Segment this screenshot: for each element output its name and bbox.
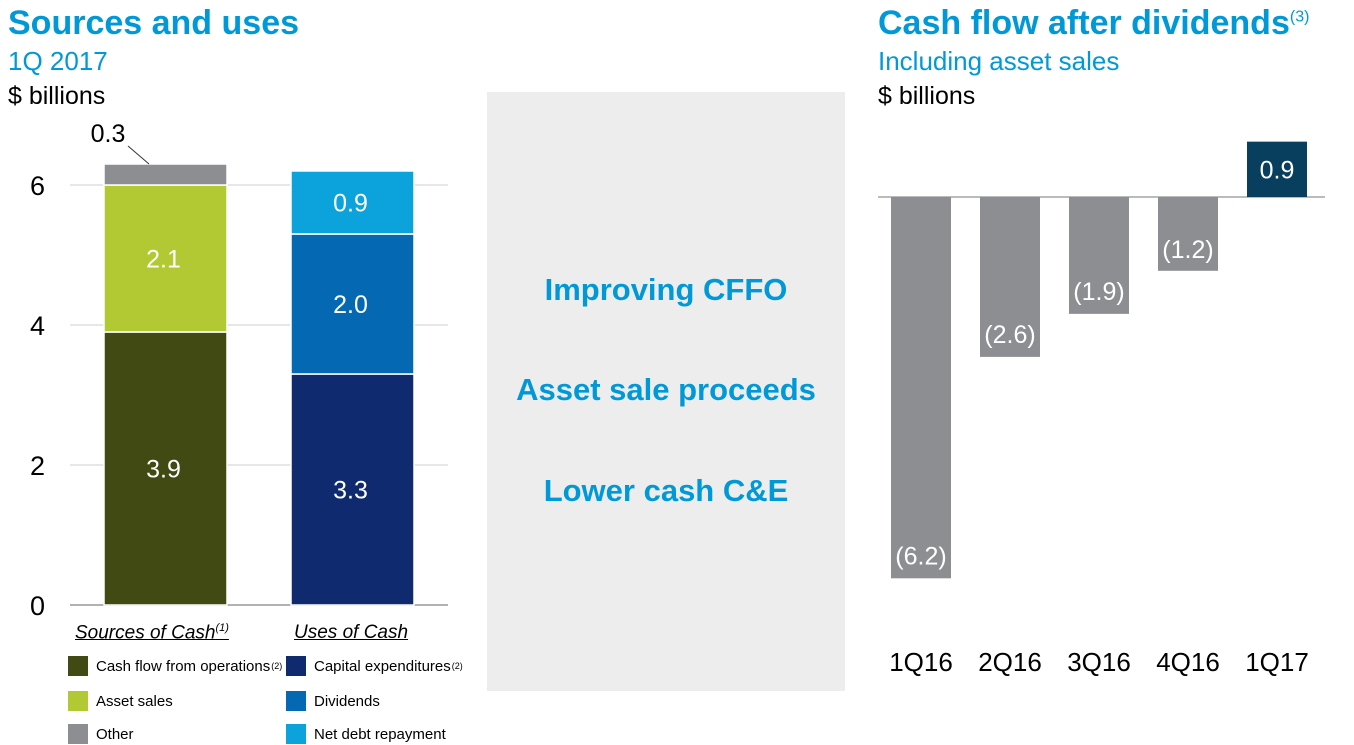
right-chart-units: $ billions: [878, 82, 976, 110]
data-label-cash-flow-from-operations: 3.9: [146, 456, 181, 484]
legend-swatch: [68, 724, 88, 744]
legend-label: Asset sales: [96, 692, 173, 710]
bar-segment-cash-flow-from-operations: [103, 331, 228, 606]
legend-item-other: Other: [68, 724, 134, 744]
legend-label: Cash flow from operations: [96, 657, 271, 675]
right-chart-title: Cash flow after dividends(3): [878, 4, 1309, 43]
right-chart-subtitle: Including asset sales: [878, 46, 1120, 76]
bar-segment-net-debt-repayment: [290, 170, 415, 235]
data-label-4q16: (1.2): [1162, 236, 1213, 264]
data-label-3q16: (1.9): [1073, 278, 1124, 306]
cash-flow-after-dividends-chart: (6.2) 1Q16 (2.6) 2Q16 (1.9) 3Q16 (1.2) 4Q16 0.9 1…: [878, 141, 1325, 677]
legend-swatch: [68, 691, 88, 711]
message-improving-cffo: Improving CFFO: [544, 272, 788, 307]
y-tick-label-0: 0: [30, 591, 45, 620]
data-label-1q17: 0.9: [1260, 156, 1295, 184]
legend-item-asset-sales: Asset sales: [68, 691, 173, 711]
bar-segment-capital-expenditures: [290, 373, 415, 606]
left-chart-subtitle: 1Q 2017: [8, 46, 108, 76]
legend-label: Capital expenditures: [314, 657, 451, 675]
legend-swatch: [286, 691, 306, 711]
category-label-uses: Uses of Cash: [294, 622, 408, 644]
x-tick-label-1q16: 1Q16: [889, 647, 953, 677]
x-tick-label-4q16: 4Q16: [1156, 647, 1220, 677]
legend-item-cash-flow-from-operations: Cash flow from operations (2): [68, 656, 282, 676]
x-tick-label-3q16: 3Q16: [1067, 647, 1131, 677]
legend-label: Net debt repayment: [314, 725, 446, 743]
left-chart-title: Sources and uses: [8, 4, 300, 42]
bar-segment-asset-sales: [103, 184, 228, 333]
data-label-net-debt-repayment: 0.9: [333, 190, 368, 218]
message-lower-cash-ce: Lower cash C&E: [543, 473, 789, 508]
x-tick-label-1q17: 1Q17: [1245, 647, 1309, 677]
category-label-sources-text: Sources of Cash: [75, 622, 216, 644]
bar-3q16: [1069, 197, 1129, 314]
legend-item-net-debt-repayment: Net debt repayment: [286, 724, 446, 744]
right-chart-title-text: Cash flow after dividends: [878, 4, 1290, 42]
bar-4q16: [1158, 197, 1218, 271]
category-label-sources-footnote: (1): [215, 622, 229, 634]
data-label-capital-expenditures: 3.3: [333, 477, 368, 505]
legend-swatch: [286, 656, 306, 676]
legend-swatch: [68, 656, 88, 676]
sources-uses-chart: 0 2 4 6 3.9 2.1 0.3 3.3 2.0 0.9: [30, 120, 448, 620]
bar-segment-other: [103, 163, 228, 186]
bar-1q17: [1247, 141, 1307, 197]
y-tick-label-4: 4: [30, 311, 45, 341]
y-tick-label-6: 6: [30, 171, 45, 201]
right-chart-title-footnote: (3): [1289, 8, 1310, 26]
legend-label: Dividends: [314, 692, 380, 710]
data-label-dividends: 2.0: [333, 291, 368, 319]
x-tick-label-2q16: 2Q16: [978, 647, 1042, 677]
data-label-other: 0.3: [91, 120, 126, 148]
message-asset-sale-proceeds: Asset sale proceeds: [516, 372, 816, 407]
legend-footnote: (2): [451, 661, 463, 671]
legend-item-dividends: Dividends: [286, 691, 380, 711]
legend-footnote: (2): [271, 661, 283, 671]
key-messages-panel: Improving CFFO Asset sale proceeds Lower…: [487, 92, 845, 691]
data-label-leader-other: [127, 145, 150, 165]
y-tick-label-2: 2: [30, 451, 45, 481]
bar-2q16: [980, 197, 1040, 357]
left-chart-units: $ billions: [8, 82, 106, 110]
legend-swatch: [286, 724, 306, 744]
category-label-sources: Sources of Cash(1): [75, 622, 229, 644]
legend-label: Other: [96, 725, 134, 743]
legend-item-capital-expenditures: Capital expenditures (2): [286, 656, 463, 676]
bar-segment-dividends: [290, 233, 415, 375]
data-label-asset-sales: 2.1: [146, 246, 181, 274]
data-label-1q16: (6.2): [895, 542, 946, 570]
bar-1q16: [891, 197, 951, 579]
category-label-uses-text: Uses of Cash: [294, 622, 409, 643]
data-label-2q16: (2.6): [984, 321, 1035, 349]
